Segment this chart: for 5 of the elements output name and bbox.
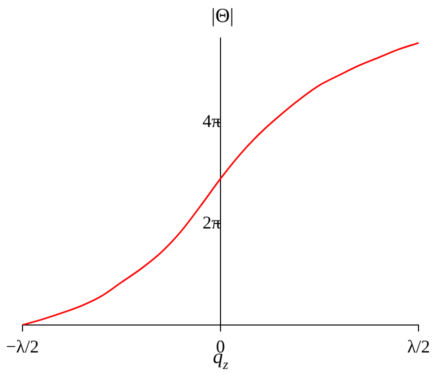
x-tick-label: λ/2 [407,336,430,357]
y-axis-title: |Θ| [211,5,234,27]
y-tick-label: 4π [202,111,221,132]
y-tick-label: 2π [202,212,221,232]
x-tick-label: −λ/2 [6,336,39,357]
